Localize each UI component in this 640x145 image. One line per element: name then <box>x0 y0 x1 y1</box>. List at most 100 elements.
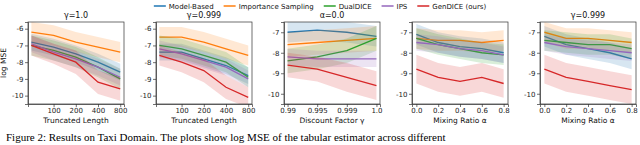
tick: -7 <box>273 29 284 37</box>
tick: -10 <box>268 90 284 98</box>
figure: 100 200 400 800 -6 -7 -8 -9 -10 γ=1.0 Truncated Le… <box>0 0 640 145</box>
tick-mark <box>153 29 156 30</box>
tick: 800 <box>242 104 255 115</box>
plot-area <box>544 22 631 104</box>
tick-mark <box>409 94 412 95</box>
tick: 0.8 <box>627 104 638 115</box>
tick: -10 <box>524 90 540 98</box>
tick-mark <box>153 96 156 97</box>
axis-line <box>281 23 285 105</box>
tick: 0.99 <box>280 104 296 115</box>
tick-label: 400 <box>92 107 105 115</box>
tick-mark <box>409 73 412 74</box>
title: γ=0.999 <box>187 11 221 20</box>
tick-label: 200 <box>70 107 83 115</box>
tick: 1.0 <box>371 104 382 115</box>
tick: 400 <box>220 104 233 115</box>
tick-mark <box>281 32 284 33</box>
tick-label: -9 <box>145 76 152 84</box>
tick-mark <box>281 53 284 54</box>
axis-line <box>285 105 381 108</box>
legend-entry: DualDICE <box>324 3 372 11</box>
tick-label: -9 <box>273 70 280 78</box>
line <box>288 65 377 86</box>
error-band <box>544 55 631 104</box>
tick-label: 0.2 <box>561 107 572 115</box>
tick: -8 <box>529 49 540 57</box>
plot-area <box>159 27 248 104</box>
error-band <box>544 34 631 61</box>
tick: -10 <box>396 90 412 98</box>
error-band <box>416 55 503 98</box>
tick: -9 <box>273 70 284 78</box>
tick-label: 100 <box>47 107 60 115</box>
tick: 0.8 <box>499 104 510 115</box>
x-axis: 100200400800 <box>29 104 128 115</box>
title: α=0.0 <box>320 11 345 20</box>
tick-label: -7 <box>145 42 152 50</box>
panel: 0.00.20.40.60.8-7-8-9-10 <box>396 22 510 115</box>
panel: 0.990.9950.9991.0-7-8-9-10 <box>268 20 382 116</box>
caption: Figure 2: Results on Taxi Domain. The pl… <box>6 131 445 143</box>
tick-label: 200 <box>198 107 211 115</box>
tick-label: 0.8 <box>499 107 510 115</box>
legend-swatch <box>382 5 394 7</box>
tick-label: 800 <box>242 107 255 115</box>
tick-label: 0.995 <box>308 107 328 115</box>
title: γ=1.0 <box>64 11 88 20</box>
tick-label: -8 <box>145 59 152 67</box>
tick: 100 <box>175 104 188 115</box>
legend-swatch <box>417 5 429 7</box>
tick: -7 <box>17 42 28 50</box>
axis-line <box>409 23 413 105</box>
tick-mark <box>281 94 284 95</box>
plot-area <box>288 22 377 100</box>
legend-label: Model-Based <box>169 3 214 11</box>
tick-label: -8 <box>529 49 536 57</box>
tick-label: 0.8 <box>627 107 638 115</box>
error-band <box>288 53 377 100</box>
axis-line <box>153 23 157 105</box>
tick-label: -8 <box>17 59 24 67</box>
line <box>159 55 248 97</box>
tick-mark <box>537 53 540 54</box>
axis-line <box>537 23 541 105</box>
legend: Model-BasedImportance SamplingDualDICEIP… <box>154 3 487 11</box>
frame <box>28 22 124 104</box>
tick-label: -7 <box>401 29 408 37</box>
error-band <box>416 34 503 63</box>
tick-label: -7 <box>273 29 280 37</box>
tick: -8 <box>401 49 412 57</box>
tick: 200 <box>70 104 83 115</box>
tick-label: -6 <box>17 25 25 33</box>
tick: -8 <box>145 59 156 67</box>
tick-label: -7 <box>17 42 24 50</box>
tick-label: -7 <box>529 29 536 37</box>
panel: 100 200 400 800 -6 -7 -8 -9 -10 <box>140 22 255 115</box>
panel: 0.00.20.40.60.8-7-8-9-10 <box>524 22 638 115</box>
tick: -8 <box>17 59 28 67</box>
x-axis-label: Truncated Length <box>170 116 237 125</box>
x-axis-label: Mixing Ratio α <box>433 116 487 125</box>
x-axis: 100 200 400 800 <box>157 104 256 115</box>
tick: -9 <box>529 70 540 78</box>
legend-swatch <box>224 5 236 7</box>
tick: -7 <box>529 29 540 37</box>
tick: -10 <box>140 92 156 100</box>
tick-label: -6 <box>145 25 153 33</box>
tick-mark <box>25 79 28 80</box>
tick: -9 <box>145 76 156 84</box>
legend-label: DualDICE <box>339 3 372 11</box>
tick-mark <box>281 73 284 74</box>
tick-mark <box>25 29 28 30</box>
title: γ=0.999 <box>571 11 605 20</box>
tick: 0.2 <box>433 104 444 115</box>
tick-mark <box>25 62 28 63</box>
tick-label: 400 <box>220 107 233 115</box>
legend-label: IPS <box>397 3 408 11</box>
tick: 100 <box>47 104 60 115</box>
tick-label: 1.0 <box>371 107 382 115</box>
tick-label: -10 <box>12 92 23 100</box>
tick: 0.0 <box>539 104 550 115</box>
legend-swatch <box>324 5 336 7</box>
